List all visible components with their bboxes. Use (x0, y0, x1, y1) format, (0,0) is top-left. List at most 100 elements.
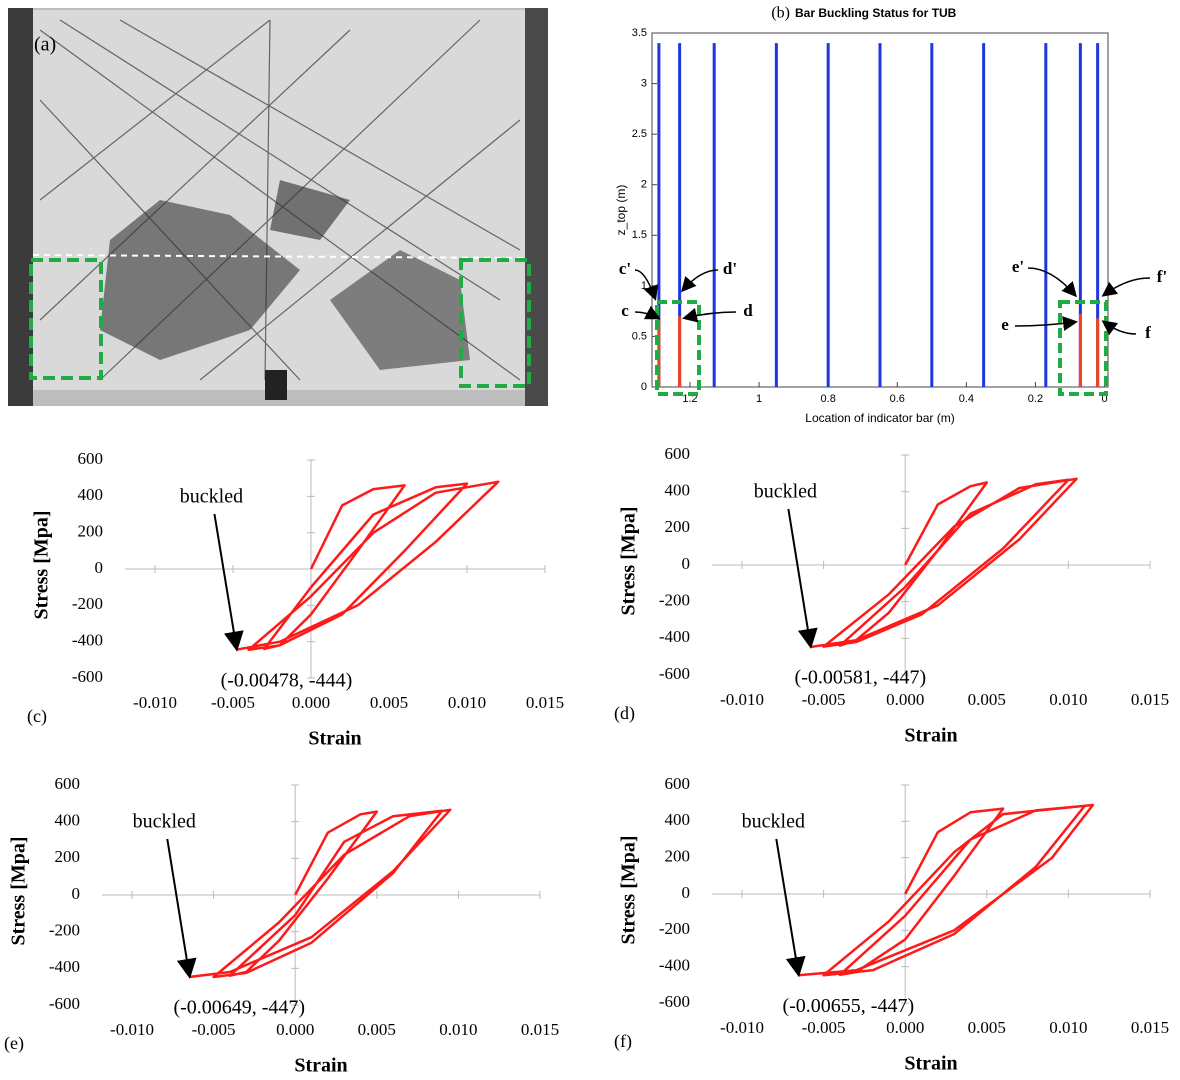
hysteresis-chart: -600 -400 -200 0 200 400 600 -0.010 -0.005 0.000 0… (614, 774, 1169, 1075)
annotation: e' (1012, 257, 1024, 276)
x-tick-label: 0.015 (1131, 1018, 1169, 1037)
photo: (a) (8, 8, 548, 406)
x-axis-label: Location of indicator bar (m) (805, 411, 954, 425)
annotation: f' (1157, 267, 1167, 286)
stress-strain-curve (810, 477, 1078, 649)
y-tick-label: 1 (641, 280, 647, 292)
y-tick-label: -400 (659, 956, 690, 975)
y-tick-label: 2.5 (632, 128, 647, 140)
y-tick-label: -600 (49, 994, 80, 1013)
annotation-arrow (775, 838, 806, 978)
y-tick-label: -600 (659, 992, 690, 1011)
x-axis-label: Strain (904, 1053, 957, 1075)
y-tick-label: -200 (659, 919, 690, 938)
x-tick-label: 0.010 (448, 693, 486, 712)
x-tick-label: 0.6 (890, 393, 905, 405)
panel-label: (d) (614, 703, 635, 724)
y-tick-label: -200 (49, 921, 80, 940)
y-tick-label: 400 (55, 811, 81, 830)
y-axis-label: Stress [Mpa] (618, 835, 640, 944)
x-tick-label: 0.005 (968, 1018, 1006, 1037)
x-tick-label: 0.000 (886, 1018, 924, 1037)
y-axis-label: Stress [Mpa] (8, 836, 30, 945)
y-tick-label: 600 (665, 444, 691, 463)
hysteresis-chart: -600 -400 -200 0 200 400 600 -0.010 -0.005 0.000 0… (614, 444, 1169, 747)
y-axis-label: z_top (m) (614, 185, 628, 236)
annotation: (-0.00649, -447) (173, 997, 305, 1019)
y-tick-label: -600 (659, 664, 690, 683)
x-tick-label: 0.015 (521, 1020, 559, 1039)
x-tick-label: 0.4 (959, 393, 974, 405)
x-tick-label: -0.005 (802, 690, 846, 709)
y-axis-label: Stress [Mpa] (618, 506, 640, 615)
x-tick-label: 1 (756, 393, 762, 405)
x-tick-label: -0.010 (720, 1018, 764, 1037)
x-tick-label: -0.005 (211, 693, 255, 712)
y-tick-label: 200 (55, 847, 81, 866)
x-tick-label: -0.010 (720, 690, 764, 709)
y-tick-label: 200 (665, 847, 691, 866)
y-tick-label: 1.5 (632, 229, 647, 241)
y-tick-label: 400 (665, 810, 691, 829)
annotation-arrow (1014, 316, 1078, 332)
y-tick-label: -400 (49, 957, 80, 976)
hysteresis-chart: -600 -400 -200 0 200 400 600 -0.010 -0.005 0.000 0… (27, 449, 564, 750)
x-tick-label: -0.010 (110, 1020, 154, 1039)
y-tick-label: 600 (665, 774, 691, 793)
x-tick-label: 0.2 (1028, 393, 1043, 405)
y-axis-label: Stress [Mpa] (31, 510, 53, 619)
x-tick-label: -0.005 (192, 1020, 236, 1039)
green-box (29, 258, 103, 380)
annotation-arrow (787, 508, 818, 649)
y-tick-label: 200 (78, 522, 104, 541)
y-tick-label: 0 (95, 558, 104, 577)
annotation-arrow (682, 307, 737, 323)
annotation: c' (619, 259, 631, 278)
x-tick-label: 0.015 (1131, 690, 1169, 709)
y-tick-label: -200 (72, 594, 103, 613)
x-tick-label: 0.8 (821, 393, 836, 405)
annotation-arrow (634, 305, 661, 320)
x-tick-label: -0.005 (802, 1018, 846, 1037)
annotation: buckled (133, 811, 196, 833)
annotation: e (1001, 315, 1009, 334)
x-axis-label: Strain (308, 728, 361, 750)
x-tick-label: 0.000 (292, 693, 330, 712)
x-tick-label: 0.010 (1049, 1018, 1087, 1037)
y-tick-label: -400 (659, 627, 690, 646)
y-tick-label: 0 (72, 884, 81, 903)
annotation-arrow (1101, 320, 1137, 336)
x-tick-label: 0.000 (886, 690, 924, 709)
x-tick-label: 0.010 (439, 1020, 477, 1039)
x-tick-label: 0 (1101, 393, 1107, 405)
panel-label: (e) (4, 1033, 24, 1054)
panel-label: (f) (614, 1031, 632, 1052)
x-tick-label: -0.010 (133, 693, 177, 712)
y-tick-label: 600 (55, 774, 81, 793)
green-box (459, 258, 531, 388)
annotation-arrow (166, 838, 197, 979)
stress-strain-curve (236, 480, 500, 652)
spalling (100, 200, 300, 360)
annotation: (-0.00478, -444) (221, 669, 353, 691)
green-box (1058, 300, 1108, 396)
annotation: d' (723, 259, 737, 278)
stress-strain-curve (189, 808, 452, 979)
y-tick-label: 200 (665, 517, 691, 536)
annotation: c (621, 301, 629, 320)
panel-label: (c) (27, 706, 47, 727)
white-dashed-line (32, 254, 526, 259)
annotation: buckled (180, 486, 243, 508)
x-tick-label: 0.000 (276, 1020, 314, 1039)
panel-label: (a) (34, 34, 56, 56)
spalling (270, 180, 350, 240)
y-tick-label: -400 (72, 631, 103, 650)
y-tick-label: 3.5 (632, 27, 647, 39)
x-tick-label: 0.005 (358, 1020, 396, 1039)
y-tick-label: 3 (641, 77, 647, 89)
y-tick-label: 0.5 (632, 330, 647, 342)
fixture (265, 370, 287, 400)
y-tick-label: 600 (78, 449, 104, 468)
y-tick-label: 0 (641, 381, 647, 393)
chart-b: (b) Bar Buckling Status for TUB 0 0.5 1 1.5 2 2… (614, 5, 1167, 426)
